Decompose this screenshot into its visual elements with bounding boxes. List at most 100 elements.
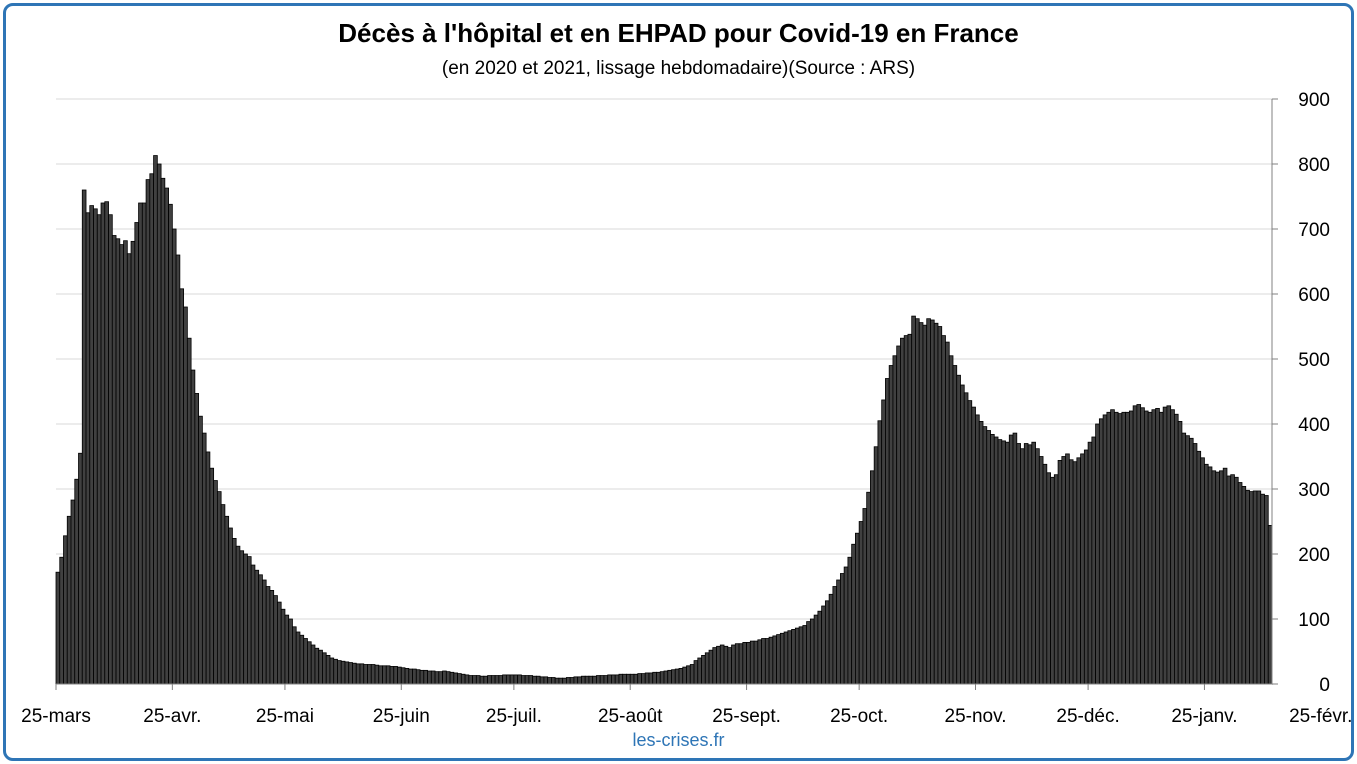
bar [292, 626, 297, 685]
bar [671, 669, 676, 685]
bar [1211, 470, 1217, 685]
bar [667, 669, 672, 685]
bar [303, 638, 308, 685]
y-tick-label: 400 [1298, 415, 1330, 436]
bar [269, 590, 275, 685]
bar [776, 634, 781, 685]
bar [975, 414, 980, 685]
bar [1166, 405, 1172, 685]
bar [922, 324, 928, 685]
bar [277, 601, 282, 685]
bar [948, 355, 954, 685]
bar [419, 669, 425, 685]
bar [907, 333, 913, 685]
bar [821, 605, 826, 685]
bar [1132, 405, 1138, 685]
bar [599, 675, 605, 685]
bar [250, 564, 256, 685]
bar [783, 631, 789, 685]
bar [693, 660, 699, 685]
bar [978, 420, 984, 685]
bar [502, 674, 507, 685]
bar [340, 660, 346, 685]
bar [1192, 443, 1198, 685]
bar [1110, 409, 1115, 685]
bar [764, 638, 770, 685]
bar [70, 499, 76, 685]
bar [348, 662, 353, 685]
bar [318, 649, 323, 685]
bar [1143, 410, 1149, 685]
bar [1065, 453, 1070, 685]
bar [686, 665, 691, 685]
bar [626, 673, 631, 685]
bar [382, 665, 387, 685]
bar [1008, 434, 1014, 685]
bar [201, 432, 207, 685]
y-tick-label: 900 [1298, 90, 1330, 111]
bar [430, 670, 436, 685]
bar [918, 322, 924, 685]
bar [551, 677, 556, 685]
bar [1200, 457, 1205, 685]
source-credit: les-crises.fr [632, 730, 725, 750]
y-tick-label: 600 [1298, 285, 1330, 306]
bar [1005, 441, 1010, 685]
x-tick-label: 25-déc. [1056, 706, 1119, 727]
bar [997, 439, 1003, 685]
bar [614, 674, 620, 685]
bar [412, 668, 417, 685]
bar [843, 566, 849, 685]
bar [63, 535, 68, 685]
bar [1117, 413, 1123, 685]
bar [900, 337, 905, 685]
bar [1016, 443, 1021, 685]
x-tick-label: 25-nov. [945, 706, 1007, 727]
bar [179, 288, 185, 685]
bar [618, 673, 624, 685]
bar [543, 676, 549, 685]
bar [828, 593, 834, 685]
bar [554, 677, 560, 685]
y-tick-label: 200 [1298, 545, 1330, 566]
bar [772, 635, 777, 685]
bar [558, 677, 564, 685]
bar [779, 632, 785, 685]
bar [442, 670, 447, 685]
bar [1038, 456, 1044, 685]
bar [273, 595, 278, 685]
x-tick-label: 25-févr. [1289, 706, 1352, 727]
bar [787, 630, 793, 685]
bar [641, 673, 646, 685]
bar [858, 521, 864, 685]
bar [374, 664, 380, 685]
bar [1042, 463, 1048, 685]
bar [1140, 407, 1145, 685]
bar [168, 203, 173, 685]
bar [513, 674, 519, 685]
bar [982, 426, 988, 685]
bar [652, 671, 657, 685]
bar [517, 674, 522, 685]
bar [104, 201, 109, 685]
bar [926, 318, 931, 685]
bar [1035, 448, 1040, 685]
bar [794, 627, 800, 685]
bar [457, 673, 462, 685]
bar [1136, 404, 1142, 685]
bar [198, 415, 203, 685]
bar [1256, 490, 1262, 685]
bar [1080, 453, 1085, 685]
bar [404, 668, 410, 685]
bar [933, 322, 939, 685]
bar [888, 365, 894, 685]
bar [937, 326, 943, 685]
bar [156, 163, 162, 685]
bar [509, 674, 515, 685]
chart-title: Décès à l'hôpital et en EHPAD pour Covid… [338, 18, 1019, 48]
bar [400, 667, 406, 685]
bar [659, 671, 665, 685]
chart-subtitle: (en 2020 et 2021, lissage hebdomadaire)(… [441, 58, 916, 79]
bar [228, 527, 233, 685]
y-tick-label: 0 [1319, 675, 1330, 696]
